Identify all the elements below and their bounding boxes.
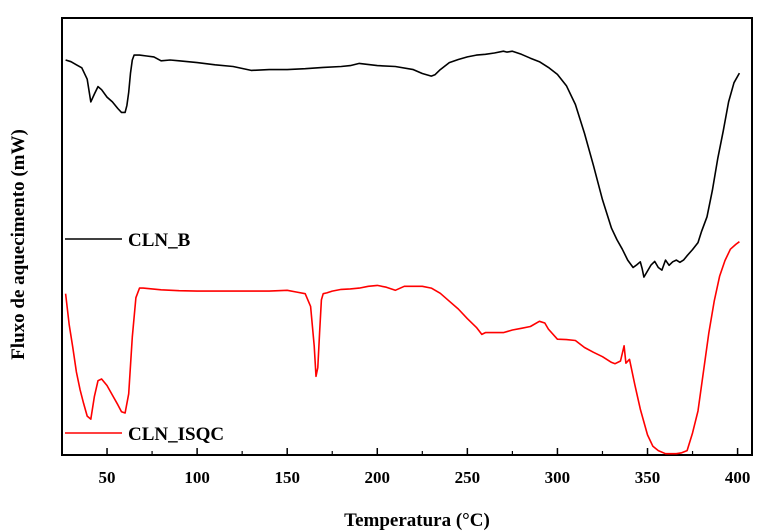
series-layer <box>64 50 741 455</box>
x-tick-label-250: 250 <box>455 468 481 487</box>
x-tick-label-300: 300 <box>545 468 571 487</box>
x-tick-label-350: 350 <box>635 468 661 487</box>
x-tick-label-50: 50 <box>99 468 116 487</box>
x-axis-title: Temperatura (°C) <box>344 510 490 531</box>
legend-label-cln-isqc: CLN_ISQC <box>128 424 224 445</box>
x-tick-label-150: 150 <box>274 468 300 487</box>
plot-frame <box>61 17 753 456</box>
x-axis-ticks: 50 100 150 200 250 300 350 400 <box>61 448 751 487</box>
x-tick-label-100: 100 <box>184 468 210 487</box>
x-tick-label-200: 200 <box>365 468 391 487</box>
series-line-cln-b <box>65 50 741 278</box>
legend: CLN_B CLN_ISQC <box>65 230 224 445</box>
y-axis-title: Fluxo de aquecimento (mW) <box>8 129 29 360</box>
series-line-cln-isqc <box>64 241 740 455</box>
legend-label-cln-b: CLN_B <box>128 230 191 251</box>
x-tick-label-400: 400 <box>725 468 751 487</box>
